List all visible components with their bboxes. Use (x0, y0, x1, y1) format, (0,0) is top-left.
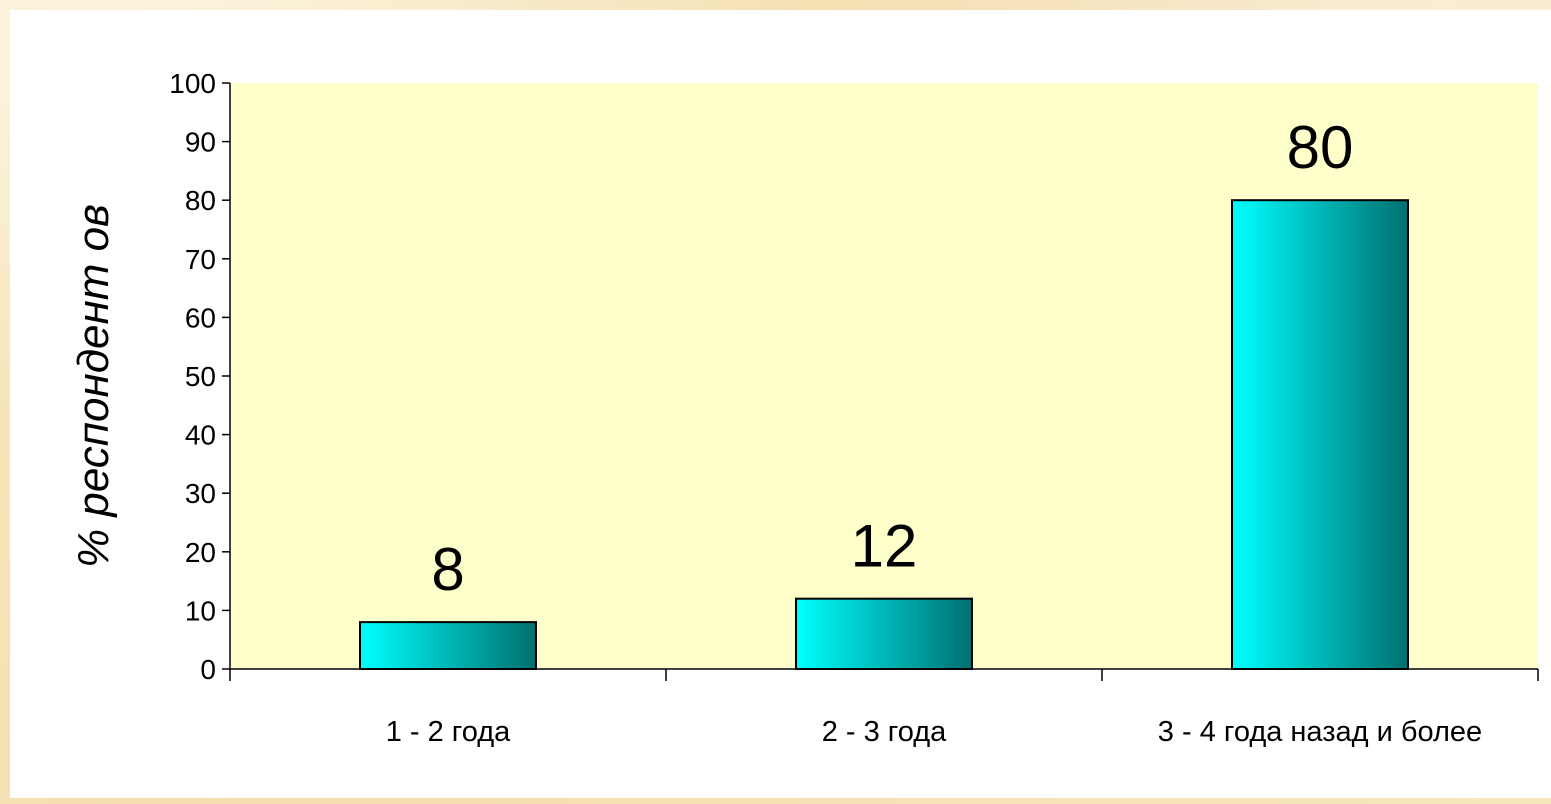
bar-1 (359, 621, 537, 670)
y-axis-ticks: 0 10 20 30 40 50 60 70 80 90 100 (169, 68, 230, 685)
data-label-2: 12 (851, 513, 918, 580)
category-label-2: 2 - 3 года (822, 716, 947, 748)
bars (359, 199, 1409, 670)
y-tick-label: 90 (185, 127, 216, 158)
y-tick-label: 40 (185, 420, 216, 451)
y-tick-label: 30 (185, 478, 216, 509)
y-tick-label: 50 (185, 361, 216, 392)
category-label-1: 1 - 2 года (386, 716, 511, 748)
bar-2 (795, 597, 973, 670)
x-axis-ticks (229, 669, 1539, 681)
data-label-1: 8 (431, 536, 464, 603)
data-label-3: 80 (1287, 114, 1354, 181)
y-tick-label: 20 (185, 537, 216, 568)
data-labels: 8 12 80 (431, 114, 1353, 603)
y-tick-label: 70 (185, 244, 216, 275)
y-tick-label: 80 (185, 185, 216, 216)
y-axis-title: % респондент ов (69, 204, 118, 568)
y-tick-label: 100 (169, 68, 216, 99)
category-labels: 1 - 2 года 2 - 3 года 3 - 4 года назад и б… (386, 716, 1482, 748)
y-tick-label: 0 (200, 654, 216, 685)
bar-3 (1231, 199, 1409, 670)
y-tick-label: 10 (185, 595, 216, 626)
category-label-3: 3 - 4 года назад и более (1158, 716, 1482, 748)
y-tick-label: 60 (185, 302, 216, 333)
